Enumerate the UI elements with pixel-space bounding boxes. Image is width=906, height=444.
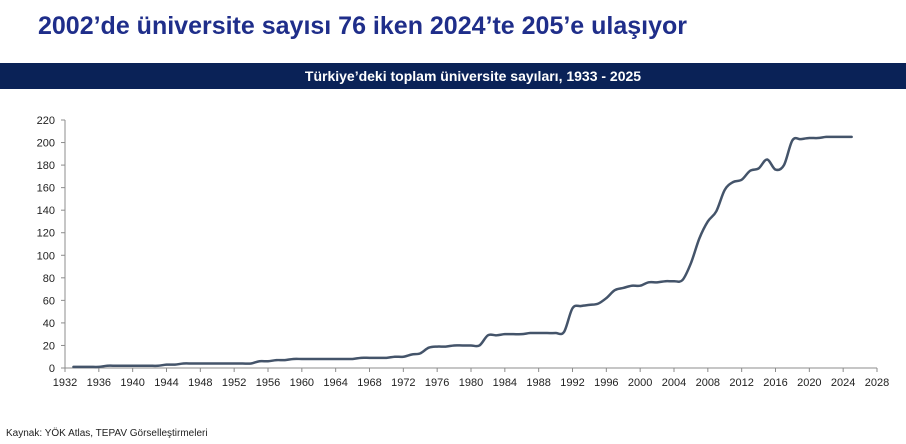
x-tick-label: 1940: [120, 377, 144, 389]
x-tick-label: 2028: [865, 377, 889, 389]
x-tick-label: 1992: [560, 377, 584, 389]
y-tick-label: 60: [43, 295, 55, 307]
y-tick-label: 200: [37, 138, 55, 150]
x-tick-label: 1968: [357, 377, 381, 389]
x-tick-label: 2024: [831, 377, 855, 389]
y-tick-label: 0: [49, 363, 55, 375]
y-tick-label: 160: [37, 183, 55, 195]
y-tick-label: 100: [37, 250, 55, 262]
x-tick-label: 1960: [290, 377, 314, 389]
headline: 2002’de üniversite sayısı 76 iken 2024’t…: [38, 12, 688, 40]
y-tick-label: 180: [37, 160, 55, 172]
x-tick-label: 2016: [763, 377, 787, 389]
y-tick-label: 220: [37, 115, 55, 127]
x-tick-label: 1956: [256, 377, 280, 389]
x-tick-label: 1964: [323, 377, 347, 389]
series-line-0: [72, 135, 853, 369]
chart-title-banner: Türkiye’deki toplam üniversite sayıları,…: [0, 63, 906, 89]
x-tick-label: 2008: [696, 377, 720, 389]
x-tick-label: 2000: [628, 377, 652, 389]
y-tick-label: 40: [43, 318, 55, 330]
chart-series: [72, 135, 853, 369]
x-tick-label: 1996: [594, 377, 618, 389]
x-tick-label: 1980: [459, 377, 483, 389]
chart-title: Türkiye’deki toplam üniversite sayıları,…: [304, 68, 642, 84]
x-tick-label: 2012: [729, 377, 753, 389]
chart-axes: [64, 120, 877, 369]
x-tick-label: 1972: [391, 377, 415, 389]
x-tick-label: 1932: [53, 377, 77, 389]
x-tick-label: 2004: [662, 377, 686, 389]
y-tick-label: 140: [37, 205, 55, 217]
y-tick-label: 80: [43, 273, 55, 285]
x-tick-label: 1944: [154, 377, 178, 389]
source-note: Kaynak: YÖK Atlas, TEPAV Görselleştirmel…: [6, 428, 208, 439]
y-tick-label: 120: [37, 228, 55, 240]
x-tick-label: 1984: [493, 377, 517, 389]
x-tick-label: 1988: [526, 377, 550, 389]
x-tick-label: 1952: [222, 377, 246, 389]
x-axis-ticks: 1932 1936 1940 1944 1948 1952 1956 1960 1964 1968…: [53, 368, 889, 389]
y-axis-ticks: 0 20 40 60 80 100 120 140 160 180 200 220: [37, 115, 65, 375]
x-tick-label: 1948: [188, 377, 212, 389]
x-tick-label: 2020: [797, 377, 821, 389]
x-tick-label: 1976: [425, 377, 449, 389]
y-tick-label: 20: [43, 340, 55, 352]
x-tick-label: 1936: [87, 377, 111, 389]
